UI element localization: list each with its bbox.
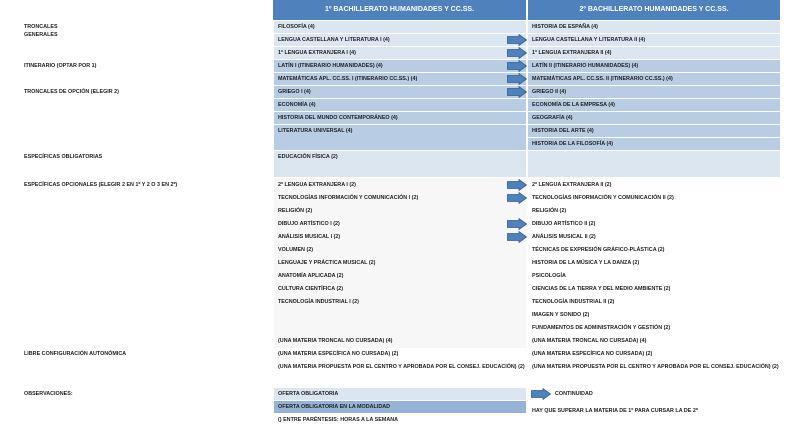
cell — [528, 34, 780, 46]
cell — [528, 151, 780, 177]
subject-second-year: GEOGRAFÍA (4) — [532, 115, 573, 121]
cell — [274, 99, 526, 111]
subject-first-year: LITERATURA UNIVERSAL (4) — [278, 128, 353, 134]
subject-first-year: GRIEGO I (4) — [278, 89, 311, 95]
cell — [274, 73, 526, 85]
cell — [528, 86, 780, 98]
subject-first-year: VOLUMEN (2) — [278, 247, 314, 253]
row-label: OBSERVACIONES: — [24, 391, 73, 397]
subject-first-year: LENGUA CASTELLANA Y LITERATURA I (4) — [278, 37, 390, 43]
cell — [528, 73, 780, 85]
row-label: GENERALES — [24, 32, 58, 38]
row-label: ESPECÍFICAS OPCIONALES (ELEGIR 2 EN 1º Y… — [24, 182, 178, 188]
subject-first-year: DIBUJO ARTÍSTICO I (2) — [278, 221, 340, 227]
arrow — [507, 230, 528, 244]
arrow — [531, 387, 552, 401]
subject-second-year: FUNDAMENTOS DE ADMINISTRACIÓN Y GESTIÓN … — [532, 325, 671, 331]
cell — [274, 34, 526, 46]
subject-second-year: DIBUJO ARTÍSTICO II (2) — [532, 221, 596, 227]
cell — [274, 178, 526, 348]
subject-first-year: LENGUAJE Y PRÁCTICA MUSICAL (2) — [278, 260, 376, 266]
subject-first-year: RELIGIÓN (2) — [278, 208, 313, 214]
subject-first-year: MATEMÁTICAS APL. CC.SS. I (ITINERARIO CC… — [278, 76, 418, 82]
arrow — [507, 217, 528, 231]
subject-second-year: HISTORIA DEL ARTE (4) — [532, 128, 594, 134]
arrow — [507, 59, 528, 73]
subject-second-year: TECNOLOGÍAS INFORMACIÓN Y COMUNICACIÓN I… — [532, 195, 674, 201]
subject-first-year: HISTORIA DEL MUNDO CONTEMPORÁNEO (4) — [278, 115, 398, 121]
subject-second-year: 1ª LENGUA EXTRANJERA II (4) — [532, 50, 612, 56]
subject-first-year: TECNOLOGÍA INDUSTRIAL I (2) — [278, 299, 359, 305]
arrow — [507, 178, 528, 192]
cell — [274, 86, 526, 98]
subject-first-year: ANATOMÍA APLICADA (2) — [278, 273, 344, 279]
subject-second-year: TECNOLOGÍA INDUSTRIAL II (2) — [532, 299, 615, 305]
cell — [528, 99, 780, 111]
arrow — [507, 46, 528, 60]
subject-first-year: (UNA MATERIA PROPUESTA POR EL CENTRO Y A… — [278, 364, 525, 370]
subject-second-year: MATEMÁTICAS APL. CC.SS. II (ITINERARIO C… — [532, 76, 673, 82]
cell — [528, 60, 780, 72]
subject-second-year: ANÁLISIS MUSICAL II (2) — [532, 234, 596, 240]
cell — [274, 21, 526, 33]
subject-first-year: ANÁLISIS MUSICAL I (2) — [278, 234, 341, 240]
cell — [274, 388, 526, 400]
cell — [528, 112, 780, 124]
subject-second-year: HISTORIA DE LA MÚSICA Y LA DANZA (2) — [532, 260, 640, 266]
legend-note: HAY QUE SUPERAR LA MATERIA DE 1º PARA CU… — [532, 408, 698, 414]
subject-second-year: TÉCNICAS DE EXPRESIÓN GRÁFICO-PLÁSTICA (… — [532, 247, 665, 253]
row-label: TRONCALES DE OPCIÓN (ELEGIR 2) — [24, 89, 119, 95]
subject-second-year: PSICOLOGÍA — [532, 273, 566, 279]
subject-first-year: (UNA MATERIA TRONCAL NO CURSADA) (4) — [278, 338, 393, 344]
subject-first-year: ECONOMÍA (4) — [278, 102, 316, 108]
cell — [274, 401, 526, 413]
subject-second-year: GRIEGO II (4) — [532, 89, 567, 95]
subject-first-year: FILOSOFÍA (4) — [278, 24, 315, 30]
arrow — [507, 33, 528, 47]
subject-first-year: 1ª LENGUA EXTRANJERA I (4) — [278, 50, 356, 56]
subject-second-year: CIENCIAS DE LA TIERRA Y DEL MEDIO AMBIEN… — [532, 286, 671, 292]
cell — [528, 47, 780, 59]
subject-second-year: HISTORIA DE LA FILOSOFÍA (4) — [532, 141, 614, 147]
legend-item: OFERTA OBLIGATORIA EN LA MODALIDAD — [278, 404, 390, 410]
arrow — [507, 72, 528, 86]
subject-second-year: RELIGIÓN (2) — [532, 208, 567, 214]
subject-second-year: ECONOMÍA DE LA EMPRESA (4) — [532, 102, 615, 108]
legend-arrow-label: CONTINUIDAD — [555, 391, 593, 397]
row-label: LIBRE CONFIGURACIÓN AUTONÓMICA — [24, 351, 127, 357]
cell — [528, 125, 780, 137]
cell — [528, 138, 780, 150]
cell — [274, 151, 526, 177]
header-first-year: 1º BACHILLERATO HUMANIDADES Y CC.SS. — [273, 0, 526, 20]
subject-second-year: HISTORIA DE ESPAÑA (4) — [532, 24, 598, 30]
arrow — [507, 191, 528, 205]
subject-first-year: EDUCACIÓN FÍSICA (2) — [278, 154, 338, 160]
subject-first-year: 2ª LENGUA EXTRANJERA I (2) — [278, 182, 356, 188]
subject-second-year: (UNA MATERIA PROPUESTA POR EL CENTRO Y A… — [532, 364, 779, 370]
legend-item: () ENTRE PARÉNTESIS: HORAS A LA SEMANA — [278, 417, 398, 423]
subject-first-year: LATÍN I (ITINERARIO HUMANIDADES) (4) — [278, 63, 383, 69]
legend-item: OFERTA OBLIGATORIA — [278, 391, 339, 397]
row-label: ITINERARIO (OPTAR POR 1) — [24, 63, 97, 69]
cell — [274, 60, 526, 72]
cell — [274, 125, 526, 150]
row-label: ESPECÍFICAS OBLIGATORIAS — [24, 154, 103, 160]
subject-first-year: CULTURA CIENTÍFICA (2) — [278, 286, 344, 292]
cell — [528, 21, 780, 33]
subject-second-year: IMAGEN Y SONIDO (2) — [532, 312, 590, 318]
row-label: TRONCALES — [24, 24, 58, 30]
subject-first-year: (UNA MATERIA ESPECÍFICA NO CURSADA) (2) — [278, 351, 399, 357]
header-second-year: 2º BACHILLERATO HUMANIDADES Y CC.SS. — [528, 0, 780, 20]
cell — [274, 47, 526, 59]
subject-second-year: LATÍN II (ITINERARIO HUMANIDADES) (4) — [532, 63, 639, 69]
subject-second-year: 2ª LENGUA EXTRANJERA II (2) — [532, 182, 612, 188]
subject-first-year: TECNOLOGÍAS INFORMACIÓN Y COMUNICACIÓN I… — [278, 195, 419, 201]
subject-second-year: (UNA MATERIA ESPECÍFICA NO CURSADA) (2) — [532, 351, 653, 357]
arrow — [507, 85, 528, 99]
subject-second-year: (UNA MATERIA TRONCAL NO CURSADA) (4) — [532, 338, 647, 344]
cell — [274, 112, 526, 124]
subject-second-year: LENGUA CASTELLANA Y LITERATURA II (4) — [532, 37, 646, 43]
